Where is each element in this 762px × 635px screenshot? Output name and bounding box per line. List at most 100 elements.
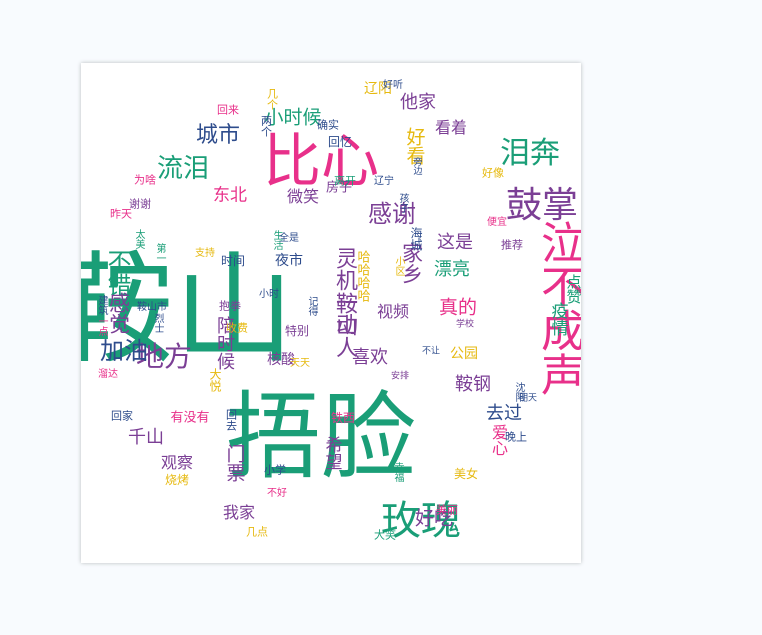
word-cloud-word: 加油 (100, 337, 148, 365)
word-cloud-word: 明天 (518, 393, 538, 404)
word-cloud-word: 晚上 (505, 430, 527, 444)
word-cloud-word: 推荐 (501, 238, 523, 252)
word-cloud-word: 鞍山市 (137, 302, 167, 313)
word-cloud-word: 鼓掌 (505, 185, 579, 226)
word-cloud-word: 看着 (434, 118, 468, 137)
word-cloud-word: 视频 (376, 302, 410, 321)
word-cloud-word: 陪时候 (214, 316, 235, 370)
word-cloud-word: 漂亮 (434, 259, 470, 280)
word-cloud-word: 回忆 (327, 135, 353, 149)
word-cloud-word: 离开 (334, 174, 356, 188)
word-cloud-panel: 鞍山 捂脸 比心泣不成声玫瑰 鼓掌 泪奔流泪感谢地方 加油 城市 小时候好看 他家看着东北 微笑不… (81, 63, 581, 563)
word-cloud-word: 地方 (135, 340, 193, 373)
word-cloud-word: 鞍钢 (455, 374, 491, 395)
word-cloud-word: 一点 (96, 316, 107, 336)
word-cloud-word: 这是 (437, 232, 473, 253)
word-cloud-word: 为啥 (134, 173, 156, 187)
word-cloud-word: 好像 (482, 166, 504, 180)
word-cloud-word: 烈士 (152, 313, 163, 333)
word-cloud-word: 我家 (222, 503, 256, 522)
word-cloud-word: 几个 (265, 88, 279, 110)
word-cloud-word: 城市 (195, 123, 241, 148)
word-cloud-word: 烧烤 (164, 473, 190, 487)
word-cloud-word: 泣不成声 (533, 220, 581, 396)
word-cloud-word: 记得 (306, 296, 317, 316)
word-cloud-word: 几点 (246, 525, 268, 539)
word-cloud-word: 公园 (450, 346, 478, 362)
word-cloud-word: 门票 (223, 444, 246, 482)
word-cloud-word: 旁边 (411, 157, 422, 175)
word-cloud-word: 喜欢 (352, 347, 388, 368)
word-cloud-word: 不错 (103, 249, 131, 297)
word-cloud-word: 美女 (453, 467, 479, 481)
word-cloud-word: 时间 (220, 254, 246, 268)
word-cloud-word: 确实 (317, 118, 339, 132)
word-cloud-word: 孩子 (397, 193, 408, 213)
word-cloud-word: 流泪 (156, 154, 210, 184)
word-cloud-word: 全是 (279, 233, 299, 244)
word-cloud-word: 他家 (400, 92, 436, 113)
word-cloud-word: 回来 (217, 103, 239, 117)
word-cloud-word: 去过 (486, 403, 522, 424)
word-cloud-word: 谢谢 (129, 197, 151, 211)
word-cloud-word: 鞍山人 (332, 292, 357, 358)
word-cloud-word: 特别 (284, 324, 310, 338)
word-cloud-word: 捂脸 (225, 382, 417, 493)
word-cloud-word: 不让 (421, 346, 441, 357)
word-cloud-word: 辽阳 (364, 81, 392, 97)
word-cloud-word: 好看 (403, 127, 426, 165)
word-cloud-word: 核酸 (267, 352, 295, 368)
word-cloud-word: 幸福 (392, 462, 403, 482)
word-cloud-word: 小时候 (264, 106, 322, 129)
word-cloud-word: 建筑 (96, 295, 107, 315)
word-cloud-word: 鞍山 (81, 241, 294, 380)
word-cloud-word: 昨天 (110, 207, 132, 221)
word-cloud-word: 小区 (393, 256, 404, 276)
word-cloud-word: 疫情 (547, 302, 568, 336)
word-cloud-word: 玫瑰 (381, 498, 461, 544)
word-cloud-word: 海城 (409, 227, 423, 251)
word-cloud-word: 溜达 (98, 369, 118, 380)
word-cloud-word: 生活 (271, 230, 282, 250)
word-cloud-word: 好听 (383, 80, 403, 91)
word-cloud-word: 观察 (160, 453, 194, 472)
word-cloud-word: 安排 (390, 371, 410, 382)
word-cloud-word: 泪奔 (500, 136, 560, 171)
word-cloud-word: 灵机一动 (332, 247, 357, 335)
word-cloud-word: 比心 (262, 127, 380, 195)
word-cloud-word: 微笑 (286, 187, 320, 206)
word-cloud-word: 希望 (321, 436, 342, 470)
word-cloud-word: 感谢 (368, 200, 416, 228)
word-cloud-word: 感觉 (106, 292, 131, 334)
word-cloud-word: 大悦 (208, 368, 222, 392)
word-cloud-word: 两个 (259, 115, 273, 137)
word-cloud-word: 有没有 (170, 410, 210, 426)
word-cloud-word: 铁西 (330, 411, 356, 425)
word-cloud-word: 东北 (213, 185, 247, 206)
word-cloud-word: 学校 (455, 319, 475, 330)
word-cloud-word: 便宜 (487, 217, 507, 228)
word-cloud-word: 太美 (133, 229, 144, 249)
word-cloud-word: 点赞 (564, 274, 582, 304)
word-cloud-word: 天天 (290, 358, 310, 369)
word-cloud-word: 大笑 (374, 528, 396, 542)
word-cloud-word: 哈哈哈哈 (354, 250, 370, 302)
word-cloud-word: 沈阳 (513, 382, 524, 402)
word-cloud-word: 真的 (438, 296, 478, 319)
word-cloud-word: 支持 (195, 248, 215, 259)
word-cloud-word: 回去 (224, 409, 238, 431)
word-cloud-word: 回家 (111, 409, 133, 423)
word-cloud-word: 小学 (264, 463, 286, 477)
word-cloud-word: 收费 (226, 321, 248, 335)
word-cloud-word: 不好 (267, 488, 287, 499)
word-cloud-word: 辽宁 (374, 176, 394, 187)
word-cloud-word: 爱心 (489, 424, 508, 456)
word-cloud-word: 抱拳 (219, 299, 241, 313)
word-cloud-word: 夜市 (275, 253, 303, 269)
word-cloud-word: 好吃 (414, 507, 454, 530)
word-cloud-word: 千山 (128, 427, 164, 448)
word-cloud-word: 美丽 (436, 503, 458, 517)
word-cloud-word: 房子 (325, 180, 353, 196)
word-cloud-word: 第一 (154, 243, 165, 263)
word-cloud-word: 小时 (259, 289, 279, 300)
